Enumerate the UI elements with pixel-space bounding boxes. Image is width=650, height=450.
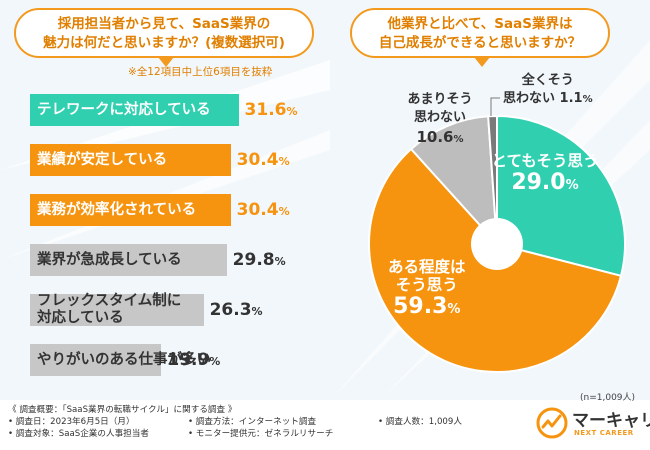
donut-label-2: ある程度は そう思う 59.3%: [388, 257, 466, 319]
survey-monitor: • モニター提供元：ゼネラルリサーチ: [188, 429, 334, 439]
bar-value-1: 31.6%: [244, 100, 298, 120]
donut-slice-1: [496, 114, 626, 278]
bar-value-2: 30.4%: [236, 150, 290, 170]
bar-6: [30, 344, 162, 376]
left-note: ※全12項目中上位6項目を抜粋: [128, 66, 273, 78]
right-bubble-tail: [474, 57, 490, 67]
bar-value-3: 30.4%: [236, 200, 290, 220]
donut-label-3: あまりそう 思わない 10.6%: [407, 91, 473, 146]
bar-5: [30, 294, 204, 326]
bar-3: [30, 194, 231, 226]
bar-value-4: 29.8%: [232, 250, 286, 270]
donut-slice-3: [409, 115, 499, 247]
survey-count: • 調査人数：1,009人: [378, 417, 462, 427]
right-question-line1: 他業界と比べて、SaaS業界は: [387, 16, 573, 32]
survey-date: • 調査日：2023年6月5日（月）: [8, 417, 135, 427]
bar-label-1: テレワークに対応している: [37, 102, 211, 118]
bar-label-4: 業界が急成長している: [37, 252, 182, 268]
donut-hole: [471, 218, 523, 270]
left-question-line2: 魅力は何だと思いますか？(複数選択可): [43, 35, 285, 51]
right-question-line2: 自己成長ができると思いますか？: [378, 35, 582, 51]
bar-label-5: フレックスタイム制に 対応している: [37, 293, 182, 326]
bar-4: [30, 244, 227, 276]
left-bubble-tail: [158, 57, 174, 67]
logo-subtitle: NEXT CAREER: [574, 429, 634, 437]
donut-label-1: とてもそう思う 29.0%: [491, 151, 599, 195]
bar-label-3: 業務が効率化されている: [37, 202, 197, 218]
left-question-bubble: 採用担当者から見て、SaaS業界の 魅力は何だと思いますか？(複数選択可): [14, 8, 314, 58]
sample-size-note: (n=1,009人): [580, 393, 636, 403]
bar-2: [30, 144, 231, 176]
right-question-bubble: 他業界と比べて、SaaS業界は 自己成長ができると思いますか？: [350, 8, 610, 58]
overview-title: 《 調査概要：「SaaS業界の転職サイクル」に関する調査 》: [8, 405, 237, 415]
donut-chart: [368, 97, 626, 373]
donut-label-4: 全くそう 思わない 1.1%: [503, 72, 593, 106]
survey-method: • 調査方法：インターネット調査: [188, 417, 317, 427]
bar-value-5: 26.3%: [209, 300, 263, 320]
left-question-line1: 採用担当者から見て、SaaS業界の: [57, 16, 271, 32]
logo-icon: [536, 407, 568, 439]
donut-slice-4: [487, 114, 498, 245]
bar-value-6: 19.9%: [167, 350, 221, 370]
bar-label-6: やりがいのある仕事が多い: [37, 352, 211, 368]
bar-label-2: 業績が安定している: [37, 152, 168, 168]
logo-name: マーキャリ: [572, 411, 650, 431]
leader-line: [490, 97, 500, 116]
bar-1: [30, 94, 239, 126]
survey-target: • 調査対象：SaaS企業の人事担当者: [8, 429, 149, 439]
